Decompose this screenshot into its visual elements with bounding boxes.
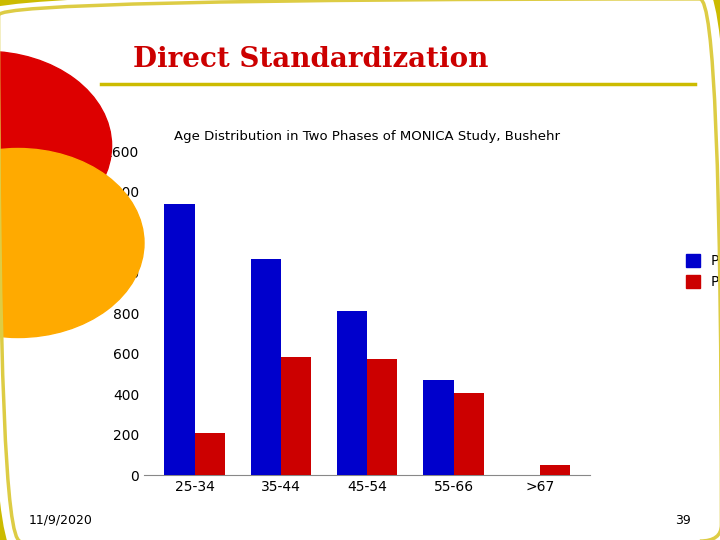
Bar (367, 359, 397, 475)
Bar (251, 259, 281, 475)
Bar (281, 357, 311, 475)
Bar (540, 465, 570, 475)
Text: 11/9/2020: 11/9/2020 (29, 514, 93, 526)
Text: 39: 39 (675, 514, 691, 526)
Legend: Phase 1, Phase 2: Phase 1, Phase 2 (680, 249, 720, 295)
Bar (337, 311, 367, 475)
Bar (164, 204, 194, 475)
Text: Direct Standardization: Direct Standardization (133, 46, 489, 73)
Bar (194, 433, 225, 475)
Title: Age Distribution in Two Phases of MONICA Study, Bushehr: Age Distribution in Two Phases of MONICA… (174, 130, 560, 143)
Bar (423, 380, 454, 475)
Bar (454, 393, 484, 475)
